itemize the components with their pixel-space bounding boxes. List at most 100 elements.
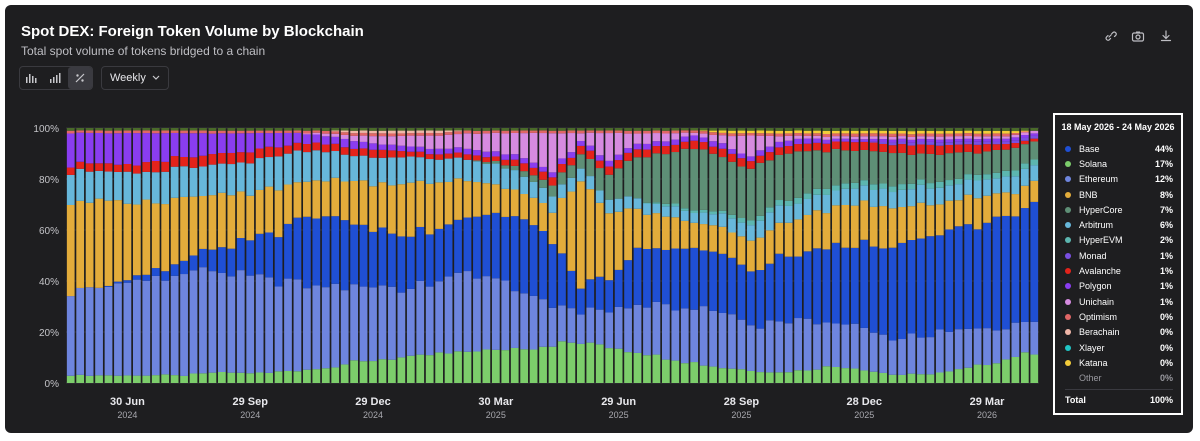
bar-segment-base[interactable] (737, 264, 746, 320)
bar-segment-bnb[interactable] (954, 200, 963, 227)
bar-segment-unichain[interactable] (1020, 132, 1029, 136)
bar-segment-other[interactable] (123, 128, 132, 131)
bar-segment-polygon[interactable] (765, 146, 774, 153)
bar-segment-avalanche[interactable] (76, 161, 85, 169)
bar-segment-ethereum[interactable] (539, 299, 547, 347)
bar-segment-monad[interactable] (983, 141, 991, 145)
bar-segment-other[interactable] (879, 128, 888, 131)
bar-segment-avalanche[interactable] (813, 142, 821, 151)
bar-segment-unichain[interactable] (605, 133, 614, 161)
bar-segment-ethereum[interactable] (388, 286, 396, 360)
bar-segment-base[interactable] (614, 269, 623, 307)
bar-segment-polygon[interactable] (406, 146, 415, 152)
bar-segment-unichain[interactable] (576, 133, 585, 141)
bar-segment-unichain[interactable] (482, 133, 491, 152)
bar-segment-base[interactable] (822, 249, 831, 323)
bar-segment-optimism[interactable] (199, 130, 207, 134)
bar-segment-avalanche[interactable] (142, 162, 151, 172)
bar-segment-solana[interactable] (747, 370, 755, 383)
bar-segment-hyperevm[interactable] (935, 181, 944, 188)
bar-segment-other[interactable] (85, 128, 94, 131)
bar-segment-hypercore[interactable] (643, 157, 651, 203)
bar-segment-hypercore[interactable] (586, 159, 595, 177)
bar-segment-other[interactable] (321, 128, 330, 131)
bar-segment-bnb[interactable] (189, 196, 198, 256)
bar-segment-optimism[interactable] (312, 130, 321, 133)
bar-segment-arbitrum[interactable] (935, 187, 944, 205)
bar-segment-hypercore[interactable] (529, 175, 538, 182)
bar-segment-unichain[interactable] (388, 136, 396, 145)
bar-segment-unichain[interactable] (680, 132, 689, 137)
bar-segment-solana[interactable] (255, 372, 264, 383)
bar-segment-bnb[interactable] (898, 207, 906, 243)
bar-segment-polygon[interactable] (548, 172, 557, 178)
bar-segment-ethereum[interactable] (114, 283, 122, 376)
bar-segment-base[interactable] (699, 250, 708, 307)
bar-segment-other[interactable] (756, 128, 765, 131)
bar-segment-other[interactable] (303, 128, 311, 131)
bar-segment-monad[interactable] (888, 142, 897, 146)
bar-segment-bnb[interactable] (388, 185, 396, 234)
bar-segment-bnb[interactable] (208, 195, 217, 250)
bar-segment-monad[interactable] (1020, 137, 1029, 141)
bar-segment-bnb[interactable] (813, 210, 821, 249)
bar-segment-arbitrum[interactable] (614, 198, 623, 212)
bar-segment-bnb[interactable] (699, 224, 708, 251)
bar-segment-base[interactable] (170, 264, 179, 276)
bar-segment-solana[interactable] (643, 355, 651, 383)
bar-segment-avalanche[interactable] (954, 144, 963, 153)
bar-segment-optimism[interactable] (614, 130, 623, 133)
bar-segment-optimism[interactable] (595, 130, 604, 134)
bar-segment-ethereum[interactable] (699, 306, 708, 366)
bar-segment-avalanche[interactable] (803, 143, 812, 152)
bar-segment-arbitrum[interactable] (954, 184, 963, 201)
bar-segment-polygon[interactable] (218, 133, 226, 154)
bar-segment-optimism[interactable] (463, 130, 472, 134)
bar-segment-bnb[interactable] (246, 195, 255, 241)
bar-segment-ethereum[interactable] (945, 331, 954, 372)
bar-segment-ethereum[interactable] (123, 282, 132, 376)
bar-segment-solana[interactable] (898, 374, 906, 383)
bar-segment-base[interactable] (331, 216, 340, 284)
bar-segment-other[interactable] (1030, 128, 1039, 131)
bar-segment-solana[interactable] (340, 364, 349, 383)
bar-segment-other[interactable] (586, 128, 595, 131)
bar-segment-unichain[interactable] (491, 132, 500, 152)
bar-segment-hyperevm[interactable] (917, 179, 925, 185)
bar-segment-katana[interactable] (794, 130, 802, 134)
bar-segment-hyperevm[interactable] (671, 203, 680, 207)
bar-segment-hypercore[interactable] (548, 185, 557, 197)
bar-segment-avalanche[interactable] (454, 152, 462, 158)
bar-segment-other[interactable] (954, 128, 963, 131)
bar-segment-ethereum[interactable] (907, 333, 916, 374)
bar-segment-solana[interactable] (832, 366, 840, 383)
bar-segment-hypercore[interactable] (850, 150, 859, 183)
bar-segment-katana[interactable] (765, 130, 774, 134)
bar-segment-avalanche[interactable] (482, 157, 491, 163)
bar-segment-base[interactable] (501, 216, 510, 281)
bar-segment-arbitrum[interactable] (576, 168, 585, 182)
bar-segment-optimism[interactable] (104, 130, 113, 134)
bar-segment-optimism[interactable] (236, 130, 245, 134)
bar-segment-ethereum[interactable] (756, 328, 765, 373)
bar-segment-ethereum[interactable] (841, 324, 850, 369)
bar-segment-base[interactable] (813, 248, 821, 325)
bar-segment-other[interactable] (935, 128, 944, 132)
bar-segment-base[interactable] (879, 248, 888, 335)
bar-segment-hypercore[interactable] (482, 162, 491, 164)
bar-segment-polygon[interactable] (359, 141, 368, 149)
bar-segment-solana[interactable] (728, 368, 736, 383)
bar-segment-bnb[interactable] (95, 198, 103, 288)
bar-segment-hypercore[interactable] (718, 157, 727, 211)
bar-segment-ethereum[interactable] (189, 270, 198, 374)
bar-segment-bnb[interactable] (331, 177, 340, 217)
bar-segment-solana[interactable] (794, 370, 802, 383)
bar-segment-ethereum[interactable] (85, 287, 94, 376)
bar-segment-ethereum[interactable] (236, 270, 245, 373)
bar-segment-ethereum[interactable] (718, 312, 727, 369)
bar-segment-ethereum[interactable] (992, 330, 1001, 364)
bar-segment-other[interactable] (728, 128, 736, 131)
bar-segment-arbitrum[interactable] (624, 196, 632, 209)
bar-segment-base[interactable] (1011, 216, 1020, 323)
bar-segment-unichain[interactable] (822, 137, 831, 140)
